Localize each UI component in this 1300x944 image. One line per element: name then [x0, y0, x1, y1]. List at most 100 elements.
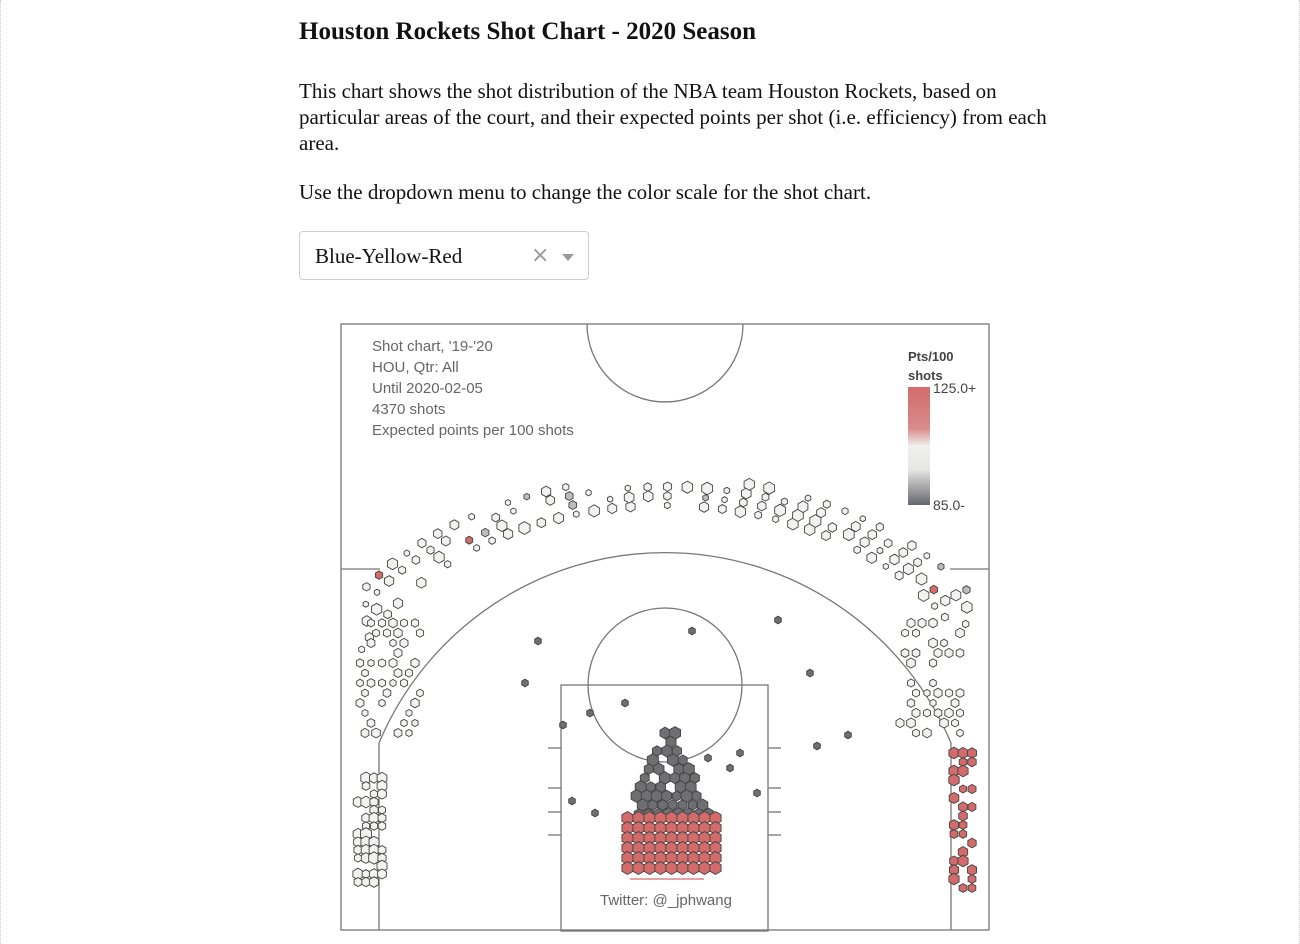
shot-hexbin — [545, 494, 555, 506]
shot-hexbin — [906, 657, 916, 669]
shot-hexbin — [504, 499, 511, 507]
court-boundary — [340, 323, 990, 931]
close-icon[interactable]: × — [531, 243, 550, 268]
shot-hexbin — [371, 727, 381, 739]
shot-hexbin — [384, 575, 395, 587]
shot-hexbin — [772, 515, 780, 524]
shot-hexbin — [966, 864, 978, 876]
shot-hexbin — [481, 527, 490, 538]
shot-hexbin — [940, 594, 951, 607]
shot-hexbin — [625, 500, 636, 513]
shot-hexbin — [426, 545, 435, 555]
shot-hexbin — [929, 698, 937, 708]
shot-hexbin — [753, 788, 761, 798]
shot-chart: Shot chart, '19-'20 HOU, Qtr: All Until … — [340, 323, 990, 932]
chart-credit: Twitter: @_jphwang — [600, 892, 732, 909]
shot-hexbin — [688, 626, 696, 636]
shot-hexbin — [444, 560, 452, 569]
shot-hexbin — [923, 551, 931, 560]
legend-title: Pts/100 — [908, 349, 954, 364]
shot-hexbin — [361, 876, 371, 888]
shot-hexbin — [933, 708, 943, 718]
color-scale-dropdown[interactable]: Blue-Yellow-Red × — [299, 231, 589, 280]
shot-hexbin — [521, 678, 529, 688]
shot-hexbin — [917, 588, 930, 603]
shot-hexbin — [355, 697, 365, 709]
shot-hexbin — [353, 876, 363, 888]
shot-hexbin — [941, 612, 949, 622]
shot-hexbin — [491, 512, 500, 523]
shot-hexbin — [913, 557, 922, 568]
shot-hexbin — [393, 647, 403, 659]
shot-hexbin — [957, 845, 969, 859]
shot-hexbin — [671, 790, 682, 802]
shot-hexbin — [568, 500, 578, 511]
shot-hexbin — [917, 617, 927, 629]
shot-hexbin — [754, 510, 763, 520]
shot-hexbin — [923, 688, 931, 698]
shot-hexbin — [356, 678, 364, 688]
shot-hexbin — [510, 507, 517, 515]
annotation-line: Expected points per 100 shots — [372, 422, 574, 439]
shot-hexbin — [967, 747, 977, 759]
shot-hexbin — [911, 648, 921, 658]
shot-hexbin — [894, 570, 904, 581]
shot-hexbin — [399, 637, 409, 649]
shot-hexbin — [433, 550, 445, 564]
shot-hexbin — [842, 527, 855, 542]
shot-hexbin — [866, 551, 878, 564]
shot-hexbin — [816, 507, 826, 519]
shot-hexbin — [901, 628, 909, 638]
shot-hexbin — [912, 628, 920, 638]
shot-hexbin — [378, 698, 386, 708]
shot-hexbin — [950, 697, 960, 709]
shot-hexbin — [376, 859, 388, 873]
shot-hexbin — [923, 708, 931, 718]
shot-hexbin — [400, 618, 408, 628]
shot-hexbin — [948, 791, 960, 805]
shot-hexbin — [449, 519, 460, 531]
chevron-down-icon[interactable] — [562, 254, 574, 261]
shot-hexbin — [586, 708, 594, 718]
shot-hexbin — [374, 570, 384, 580]
shot-hexbin — [361, 688, 369, 698]
shot-hexbin — [473, 543, 481, 552]
shot-hexbin — [867, 529, 877, 541]
shot-hexbin — [388, 617, 398, 629]
shot-hexbin — [377, 658, 387, 668]
shot-hexbin — [709, 850, 722, 866]
shot-hexbin — [654, 860, 667, 876]
shot-hexbin — [643, 860, 656, 876]
shot-hexbin — [951, 718, 959, 728]
shot-hexbin — [944, 647, 954, 659]
shot-hexbin — [354, 853, 362, 863]
annotation-line: 4370 shots — [372, 401, 445, 418]
shot-hexbin — [410, 657, 420, 669]
shot-hexbin — [944, 688, 954, 698]
shot-hexbin — [534, 636, 542, 646]
shot-hexbin — [958, 883, 968, 893]
shot-hexbin — [763, 481, 776, 495]
shot-hexbin — [564, 491, 574, 502]
shot-hexbin — [405, 728, 413, 738]
shot-hexbin — [967, 783, 977, 795]
shot-hexbin — [361, 821, 371, 831]
free-throw-circle — [587, 607, 743, 763]
shot-hexbin — [572, 510, 580, 518]
shot-hexbin — [373, 588, 381, 597]
shot-hexbin — [377, 788, 387, 800]
shot-hexbin — [967, 883, 977, 893]
shot-hexbin — [372, 628, 380, 638]
shot-hexbin — [701, 481, 714, 496]
shot-hexbins — [352, 477, 978, 893]
shot-hexbin — [518, 521, 531, 536]
legend-max-label: 125.0+ — [933, 380, 976, 396]
shot-hexbin — [736, 748, 744, 758]
shot-hexbin — [541, 485, 552, 498]
shot-hexbin — [709, 860, 722, 876]
page-edge-left — [0, 0, 2, 944]
shot-hexbin — [876, 546, 884, 555]
shot-hexbin — [361, 668, 369, 678]
shot-hexbin — [410, 697, 420, 709]
shot-hexbin — [915, 572, 928, 586]
